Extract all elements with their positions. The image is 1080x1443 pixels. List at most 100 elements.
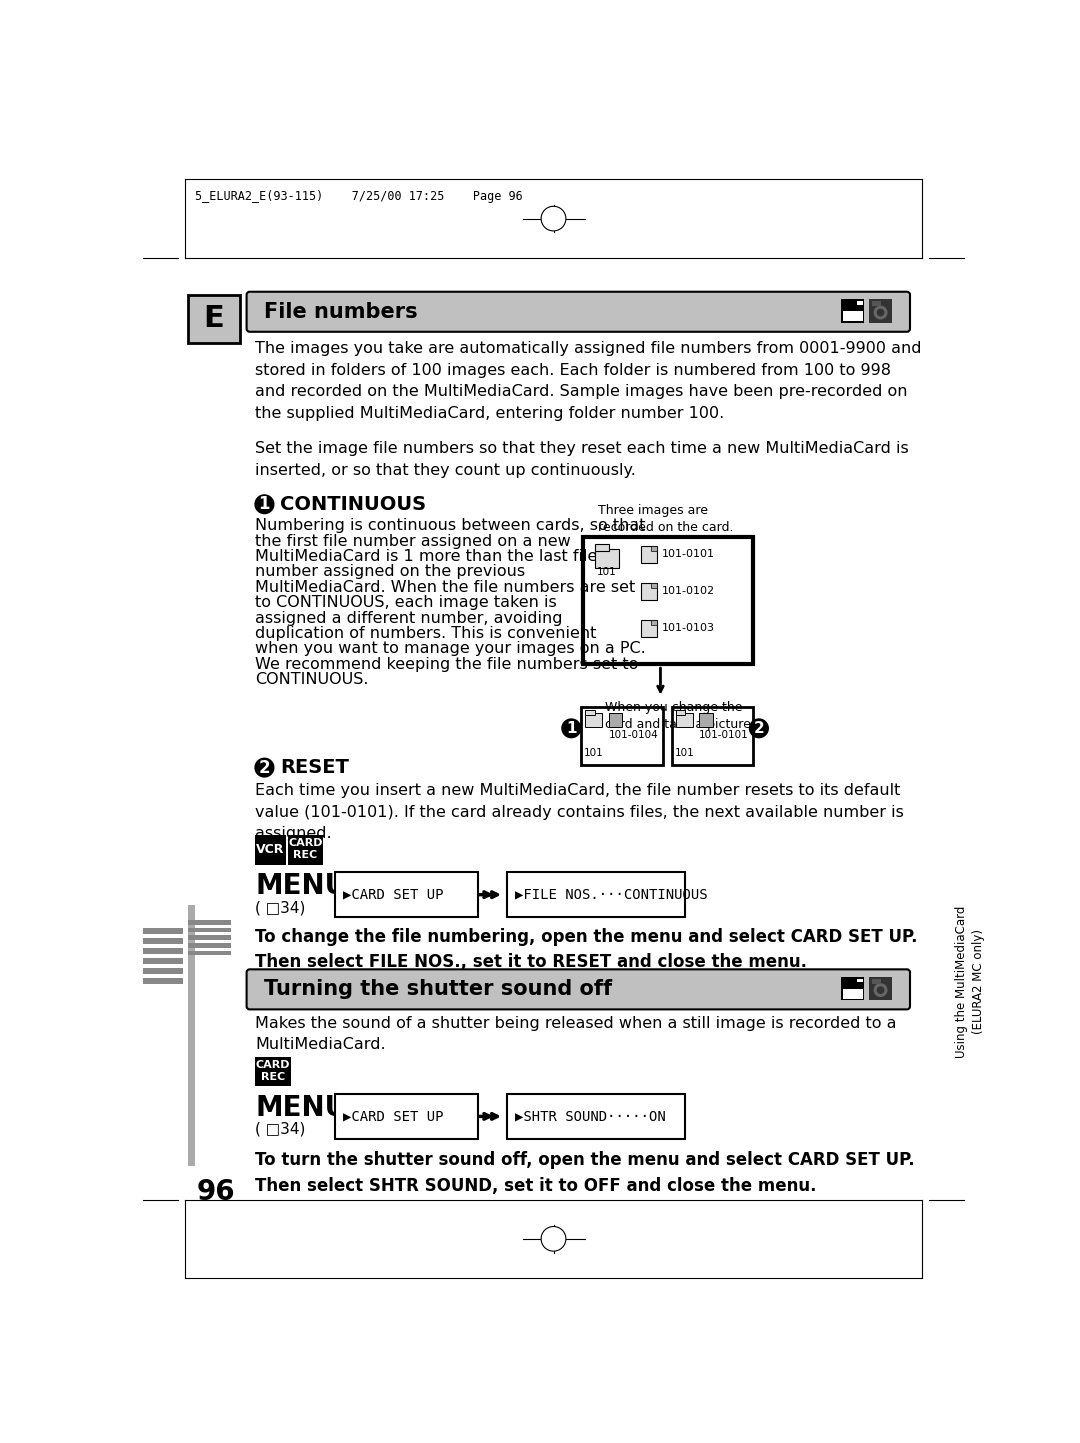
Bar [642,583,657,600]
Text: 5_ELURA2_E(93-115)    7/25/00 17:25    Page 96: 5_ELURA2_E(93-115) 7/25/00 17:25 Page 96 [195,190,523,203]
Text: We recommend keeping the file numbers set to: We recommend keeping the file numbers se… [255,657,638,672]
Text: RESET: RESET [280,759,349,778]
Bar [188,935,231,939]
Circle shape [877,986,885,994]
Circle shape [877,309,885,316]
Text: when you want to manage your images on a PC.: when you want to manage your images on a… [255,641,646,657]
Text: duplication of numbers. This is convenient: duplication of numbers. This is convenie… [255,626,596,641]
Circle shape [541,206,566,231]
Circle shape [562,719,581,739]
Bar [676,710,685,716]
Text: File numbers: File numbers [264,302,417,322]
Bar [585,713,603,727]
Bar [287,835,323,864]
Bar [651,545,657,551]
Bar [335,1094,478,1139]
Bar [856,302,863,304]
Bar [842,302,863,312]
Bar [143,978,183,984]
Circle shape [874,983,888,997]
Text: ( □34): ( □34) [255,1121,306,1137]
Text: VCR: VCR [256,844,285,857]
Bar [872,302,881,306]
Text: Three images are
recorded on the card.: Three images are recorded on the card. [598,504,734,534]
Text: Makes the sound of a shutter being released when a still image is recorded to a
: Makes the sound of a shutter being relea… [255,1016,896,1052]
Bar [595,544,608,551]
Text: MENU: MENU [255,873,348,900]
Bar [143,938,183,944]
Text: ▶CARD SET UP: ▶CARD SET UP [342,1110,443,1124]
Text: REC: REC [261,1072,285,1082]
Text: MultiMediaCard is 1 more than the last file: MultiMediaCard is 1 more than the last f… [255,548,597,564]
Text: 101: 101 [675,749,694,759]
Text: E: E [204,304,225,333]
Bar [188,944,231,948]
Bar [255,1058,291,1087]
Text: assigned a different number, avoiding: assigned a different number, avoiding [255,610,563,625]
Bar [595,548,619,569]
Text: CARD: CARD [256,1059,291,1069]
Bar [642,545,657,563]
Text: When you change the
card and take a picture.: When you change the card and take a pict… [605,701,755,730]
Text: 1: 1 [259,495,270,514]
Text: MENU: MENU [255,1094,348,1123]
Text: 101-0102: 101-0102 [662,586,715,596]
Bar [869,977,892,1000]
Bar [585,710,595,716]
Bar [143,958,183,964]
Bar [188,951,231,955]
Text: ▶CARD SET UP: ▶CARD SET UP [342,887,443,902]
Text: 2: 2 [754,722,765,736]
Bar [842,978,863,999]
Bar [842,978,863,988]
Bar [188,294,241,342]
Bar [651,619,657,625]
Text: MultiMediaCard. When the file numbers are set: MultiMediaCard. When the file numbers ar… [255,580,635,595]
Circle shape [874,306,888,319]
Bar [872,978,881,984]
Bar [507,1094,685,1139]
Text: 1: 1 [566,722,577,736]
Bar [188,921,231,925]
Circle shape [541,1227,566,1251]
Text: ▶SHTR SOUND·····ON: ▶SHTR SOUND·····ON [515,1110,665,1124]
Bar [842,302,863,320]
Bar [841,300,864,323]
Bar [507,873,685,916]
Text: Numbering is continuous between cards, so that: Numbering is continuous between cards, s… [255,518,646,532]
Text: ▶FILE NOS.···CONTINUOUS: ▶FILE NOS.···CONTINUOUS [515,887,707,902]
Text: CONTINUOUS: CONTINUOUS [280,495,426,514]
Bar [651,583,657,589]
FancyBboxPatch shape [246,970,910,1010]
Text: The images you take are automatically assigned file numbers from 0001-9900 and
s: The images you take are automatically as… [255,341,921,421]
Text: ( □34): ( □34) [255,900,306,915]
Text: 101-0103: 101-0103 [662,623,715,633]
Bar [188,294,241,342]
Text: To change the file numbering, open the menu and select CARD SET UP.
Then select : To change the file numbering, open the m… [255,928,918,971]
Text: 2: 2 [258,759,270,776]
Text: number assigned on the previous: number assigned on the previous [255,564,525,579]
Text: Set the image file numbers so that they reset each time a new MultiMediaCard is
: Set the image file numbers so that they … [255,442,909,478]
Text: 101-0104: 101-0104 [608,730,659,740]
Text: Using the MultiMediaCard
(ELURA2 MC only): Using the MultiMediaCard (ELURA2 MC only… [955,905,985,1058]
Bar [642,619,657,636]
Circle shape [748,719,769,739]
Text: To turn the shutter sound off, open the menu and select CARD SET UP.
Then select: To turn the shutter sound off, open the … [255,1152,915,1195]
Bar [869,300,892,323]
FancyBboxPatch shape [246,291,910,332]
Text: 101: 101 [584,749,604,759]
Bar [676,713,693,727]
Text: Each time you insert a new MultiMediaCard, the file number resets to its default: Each time you insert a new MultiMediaCar… [255,784,904,841]
Text: CONTINUOUS.: CONTINUOUS. [255,672,368,687]
Bar [188,928,231,932]
Circle shape [255,758,274,778]
Bar [672,707,754,765]
Bar [335,873,478,916]
Bar [188,905,195,1166]
Text: 101-0101: 101-0101 [662,550,715,560]
Bar [143,968,183,974]
Text: 96: 96 [197,1177,235,1206]
Bar [583,537,754,664]
Circle shape [255,495,274,514]
Bar [699,713,713,727]
